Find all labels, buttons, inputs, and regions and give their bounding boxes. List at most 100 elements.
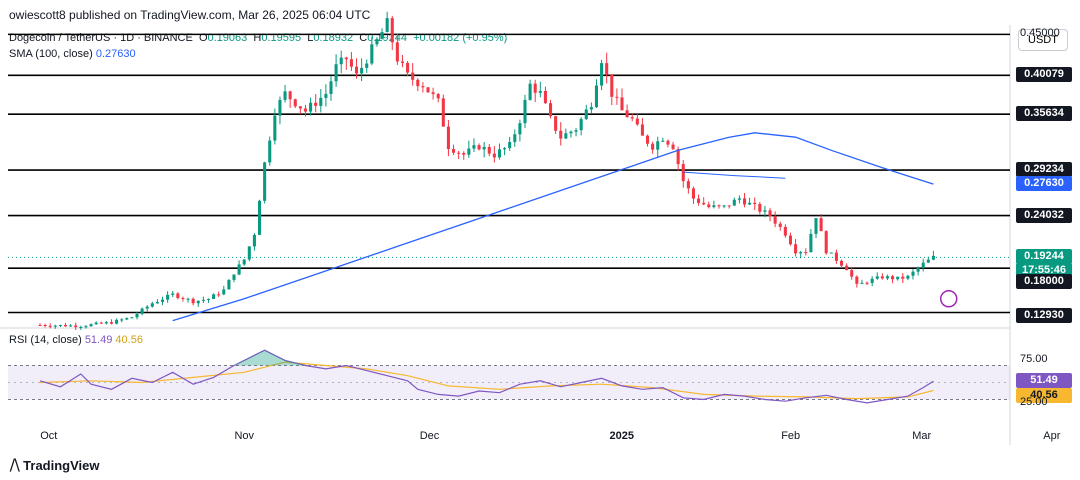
candle-body: [891, 276, 895, 280]
candle-body: [518, 123, 522, 135]
candle-body: [58, 324, 62, 326]
candle-body: [839, 260, 844, 266]
candle-body: [926, 259, 930, 263]
time-tick-apr: Apr: [1043, 430, 1061, 442]
candle-body: [89, 324, 93, 327]
candle-body: [329, 81, 333, 94]
candle-body: [829, 252, 833, 254]
candle-body: [431, 92, 435, 95]
candle-body: [513, 134, 517, 143]
candle-body: [293, 99, 297, 107]
currency-button[interactable]: USDT: [1018, 29, 1068, 51]
candle-body: [742, 198, 747, 205]
candle-body: [896, 276, 900, 280]
candle-body: [365, 63, 369, 68]
candle-body: [875, 276, 879, 279]
candle-body: [824, 231, 828, 254]
candle-body: [600, 63, 604, 86]
candle-body: [753, 202, 757, 205]
candle-body: [773, 216, 777, 224]
candle-body: [906, 275, 910, 279]
brand-name: TradingView: [23, 458, 100, 473]
sma-100-line: [172, 132, 934, 322]
candle-body: [176, 293, 180, 299]
sma-value: 0.27630: [95, 48, 136, 60]
candle-body: [533, 83, 537, 93]
candle-body: [354, 66, 359, 74]
rsi-overbought-fill: [234, 350, 347, 366]
sma-label[interactable]: SMA (100, close): [9, 48, 93, 60]
candle-body: [278, 99, 282, 116]
candle-body: [53, 325, 57, 327]
candle-body: [691, 188, 696, 199]
candle-body: [538, 90, 542, 93]
candle-body: [303, 108, 308, 112]
candle-body: [268, 140, 272, 163]
candle-body: [768, 210, 772, 217]
candle-body: [645, 135, 650, 144]
event-marker-icon: [939, 290, 958, 308]
candle-body: [584, 109, 588, 120]
candle-body: [451, 149, 456, 153]
rsi-legend: RSI (14, close) 51.49 40.56: [9, 334, 143, 346]
candle-body: [814, 218, 818, 234]
close-label: C: [359, 32, 368, 44]
candle-body: [870, 278, 874, 283]
candle-body: [385, 18, 389, 33]
candle-body: [400, 61, 405, 63]
candle-body: [349, 59, 353, 67]
candle-body: [375, 39, 379, 45]
candle-body: [314, 102, 318, 106]
rsi-tick-75: 75.00: [1020, 353, 1048, 366]
rsi-ma-value-label: 40.56: [1016, 388, 1072, 404]
candle-body: [206, 298, 211, 300]
rsi-label[interactable]: RSI (14, close): [9, 334, 82, 346]
candle-body: [145, 306, 149, 309]
candle-body: [778, 223, 782, 227]
candle-body: [411, 72, 415, 80]
time-tick-mar: Mar: [912, 430, 932, 442]
candle-body: [676, 149, 680, 165]
candle-body: [799, 252, 803, 254]
candle-body: [717, 205, 721, 207]
candle-body: [237, 264, 241, 275]
candle-body: [150, 303, 154, 307]
candle-body: [615, 96, 619, 98]
candle-body: [84, 326, 88, 328]
candle-body: [217, 294, 221, 296]
candle-body: [232, 274, 236, 280]
candle-body: [554, 116, 558, 131]
publisher-line: owiescott8 published on TradingView.com,…: [9, 8, 371, 22]
candle-body: [43, 325, 47, 327]
candle-body: [640, 124, 644, 136]
candle-body: [191, 298, 195, 304]
candle-body: [160, 299, 165, 302]
candle-body: [360, 67, 364, 74]
candle-body: [406, 62, 410, 73]
candle-body: [324, 93, 328, 98]
candle-body: [528, 83, 532, 100]
candle-body: [227, 279, 231, 290]
candle-body: [457, 152, 461, 154]
candle-body: [681, 164, 685, 182]
candle-body: [69, 325, 73, 327]
candle-body: [656, 141, 660, 150]
candle-body: [120, 319, 124, 321]
candle-body: [809, 233, 813, 253]
candle-body: [635, 118, 639, 125]
high-label: H: [253, 32, 262, 44]
candle-body: [727, 205, 731, 207]
candle-body: [783, 226, 787, 236]
candle-body: [115, 319, 119, 324]
candle-body: [620, 97, 624, 111]
candle-body: [395, 42, 399, 62]
candle-body: [732, 199, 736, 206]
candle-body: [758, 204, 762, 212]
candle-body: [94, 322, 98, 325]
candle-body: [921, 262, 925, 268]
candle-body: [288, 91, 292, 100]
candle-body: [441, 98, 445, 127]
secondary-ma-line: [683, 171, 786, 179]
candle-body: [865, 282, 869, 284]
